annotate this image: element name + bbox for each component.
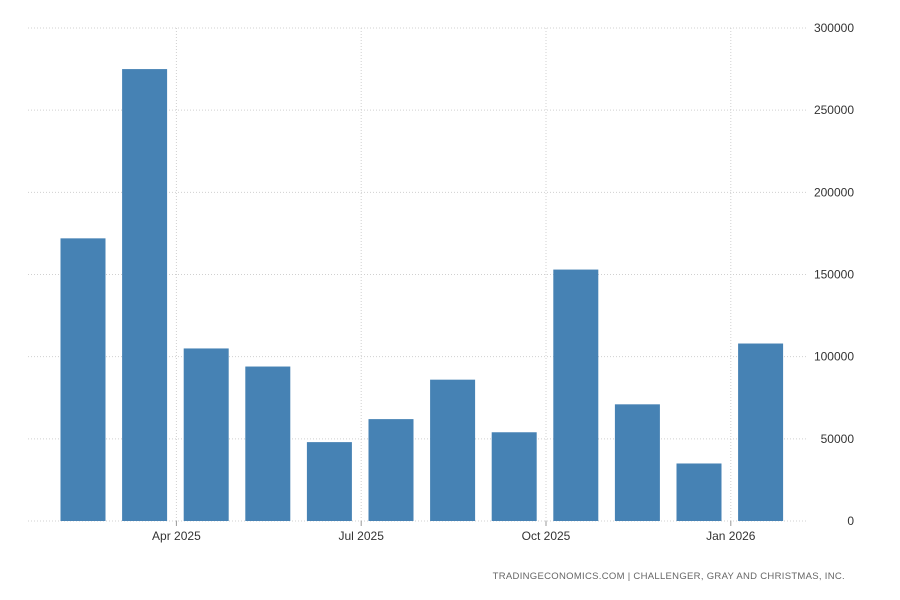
- y-tick-label: 300000: [814, 21, 854, 35]
- y-tick-label: 150000: [814, 268, 854, 282]
- y-tick-label: 200000: [814, 185, 854, 199]
- bar-dec-2025[interactable]: [676, 463, 722, 521]
- source-attribution: TRADINGECONOMICS.COM | CHALLENGER, GRAY …: [492, 571, 845, 582]
- y-tick-label: 100000: [814, 350, 854, 364]
- x-tick-label: Apr 2025: [152, 529, 201, 543]
- bar-nov-2025[interactable]: [614, 404, 660, 521]
- bar-sep-2025[interactable]: [491, 432, 537, 521]
- bar-oct-2025[interactable]: [553, 269, 599, 521]
- bar-jan-2026[interactable]: [738, 343, 784, 521]
- x-axis-tick-labels: Apr 2025 Jul 2025 Oct 2025 Jan 2026: [152, 529, 756, 543]
- bar-apr-2025[interactable]: [183, 348, 229, 521]
- bar-feb-2025[interactable]: [60, 238, 106, 521]
- y-tick-label: 50000: [821, 432, 855, 446]
- y-tick-label: 0: [847, 514, 854, 528]
- bar-jun-2025[interactable]: [306, 442, 352, 521]
- x-tick-label: Jul 2025: [339, 529, 385, 543]
- bar-mar-2025[interactable]: [122, 69, 168, 521]
- x-tick-label: Jan 2026: [706, 529, 756, 543]
- x-tick-label: Oct 2025: [522, 529, 571, 543]
- bar-may-2025[interactable]: [245, 366, 291, 521]
- bar-jul-2025[interactable]: [368, 419, 414, 521]
- y-tick-label: 250000: [814, 103, 854, 117]
- bars: [60, 69, 784, 521]
- y-axis-tick-labels: 0 50000 100000 150000 200000 250000 300000: [814, 21, 854, 528]
- bar-aug-2025[interactable]: [430, 379, 476, 521]
